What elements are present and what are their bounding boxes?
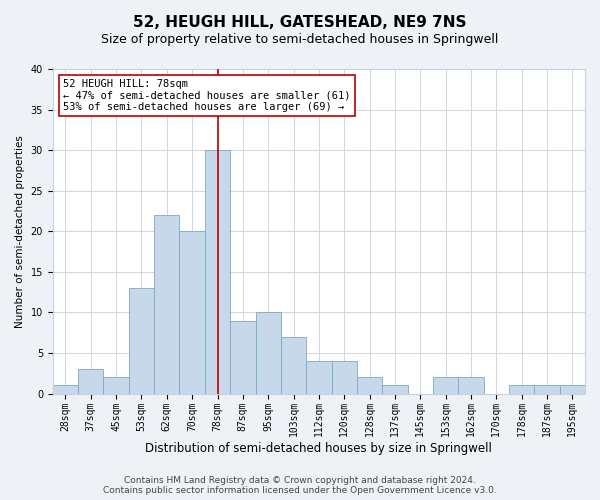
Bar	[509, 386, 535, 394]
Bar	[154, 215, 179, 394]
Text: 52, HEUGH HILL, GATESHEAD, NE9 7NS: 52, HEUGH HILL, GATESHEAD, NE9 7NS	[133, 15, 467, 30]
Bar	[179, 232, 205, 394]
Bar	[256, 312, 281, 394]
Bar	[382, 386, 407, 394]
Bar	[357, 378, 382, 394]
Bar	[205, 150, 230, 394]
Bar	[230, 320, 256, 394]
Bar	[433, 378, 458, 394]
Text: Contains HM Land Registry data © Crown copyright and database right 2024.
Contai: Contains HM Land Registry data © Crown c…	[103, 476, 497, 495]
Bar	[281, 337, 306, 394]
Bar	[103, 378, 129, 394]
Bar	[332, 361, 357, 394]
Text: 52 HEUGH HILL: 78sqm
← 47% of semi-detached houses are smaller (61)
53% of semi-: 52 HEUGH HILL: 78sqm ← 47% of semi-detac…	[64, 78, 351, 112]
Bar	[560, 386, 585, 394]
Text: Size of property relative to semi-detached houses in Springwell: Size of property relative to semi-detach…	[101, 32, 499, 46]
Bar	[78, 369, 103, 394]
Bar	[129, 288, 154, 394]
Bar	[535, 386, 560, 394]
Bar	[53, 386, 78, 394]
X-axis label: Distribution of semi-detached houses by size in Springwell: Distribution of semi-detached houses by …	[145, 442, 493, 455]
Bar	[458, 378, 484, 394]
Bar	[306, 361, 332, 394]
Y-axis label: Number of semi-detached properties: Number of semi-detached properties	[15, 135, 25, 328]
